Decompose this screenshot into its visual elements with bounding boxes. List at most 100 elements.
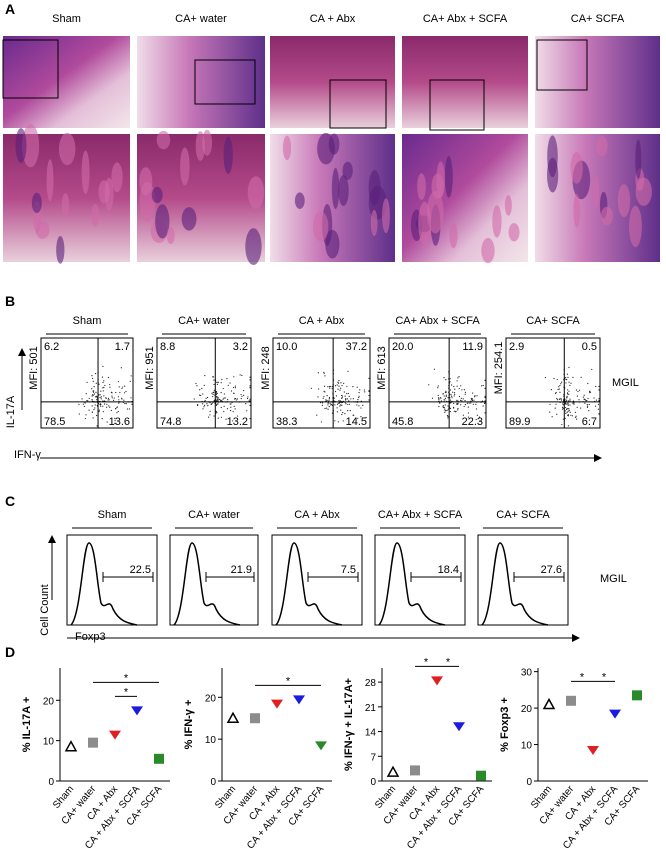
event-dot — [245, 403, 247, 405]
event-dot — [343, 382, 345, 384]
arrow-head — [594, 454, 602, 462]
group-title: CA + Abx — [294, 509, 340, 521]
y-axis-label: % IL-17A + — [21, 697, 33, 753]
crypt — [331, 167, 340, 210]
event-dot — [94, 372, 97, 375]
event-dot — [199, 394, 201, 396]
y-tick-label: 28 — [365, 678, 377, 689]
event-dot — [569, 398, 571, 400]
dot-marker — [542, 697, 556, 710]
event-dot — [111, 392, 113, 394]
group-title: CA+ Abx + SCFA — [423, 13, 508, 25]
event-dot — [217, 403, 219, 405]
event-dot — [95, 382, 97, 384]
crypt — [58, 132, 76, 166]
event-dot — [204, 374, 206, 377]
event-dot — [463, 389, 465, 391]
event-dot — [568, 409, 570, 412]
event-dot — [208, 416, 210, 418]
event-dot — [567, 410, 569, 412]
crypt — [15, 127, 27, 164]
event-dot — [103, 395, 105, 397]
event-dot — [221, 400, 223, 402]
event-dot — [461, 400, 463, 402]
tissue-label: MGIL — [612, 377, 639, 389]
event-dot — [91, 398, 93, 401]
event-dot — [450, 394, 452, 396]
dot-marker — [88, 737, 98, 748]
y-axis-label: % IFN-γ + — [183, 700, 195, 750]
event-dot — [428, 384, 430, 386]
event-dot — [91, 388, 93, 390]
event-dot — [233, 392, 235, 394]
event-dot — [357, 417, 359, 419]
histogram-curve — [378, 542, 446, 626]
event-dot — [236, 415, 239, 417]
event-dot — [341, 413, 343, 416]
event-dot — [445, 391, 447, 393]
event-dot — [468, 402, 470, 404]
crypt — [325, 229, 340, 259]
histogram-plot — [169, 534, 259, 626]
event-dot — [216, 411, 218, 414]
crypt — [596, 135, 608, 157]
crypt — [156, 130, 171, 150]
event-dot — [325, 399, 327, 401]
event-dot — [203, 406, 205, 408]
event-dot — [215, 391, 218, 393]
event-dot — [78, 403, 80, 406]
event-dot — [220, 406, 222, 409]
event-dot — [558, 388, 560, 390]
dot-marker — [293, 695, 305, 705]
event-dot — [362, 404, 364, 407]
event-dot — [460, 397, 462, 399]
zoom-box — [329, 79, 387, 129]
event-dot — [442, 405, 444, 407]
event-dot — [100, 390, 102, 392]
event-dot — [453, 395, 455, 397]
event-dot — [484, 412, 486, 414]
event-dot — [222, 387, 224, 390]
y-tick-label: 20 — [205, 693, 217, 704]
crypt — [294, 192, 305, 209]
event-dot — [93, 390, 95, 392]
event-dot — [456, 399, 458, 401]
event-dot — [96, 425, 98, 427]
event-dot — [567, 400, 570, 402]
event-dot — [566, 373, 569, 375]
event-dot — [131, 403, 133, 405]
event-dot — [212, 395, 214, 398]
crypt — [155, 204, 170, 239]
event-dot — [454, 393, 456, 396]
event-dot — [217, 381, 219, 384]
event-dot — [243, 389, 245, 392]
dot-marker — [109, 730, 121, 740]
event-dot — [102, 387, 104, 389]
event-dot — [249, 418, 251, 420]
event-dot — [445, 379, 447, 381]
histology-image — [137, 36, 265, 128]
crypt — [328, 133, 340, 155]
event-dot — [234, 408, 236, 410]
histology-image — [3, 36, 130, 128]
event-dot — [368, 399, 370, 401]
event-dot — [558, 386, 560, 388]
quadrant-value: 3.2 — [233, 341, 248, 353]
event-dot — [230, 406, 232, 408]
event-dot — [327, 404, 329, 406]
event-dot — [85, 393, 87, 395]
event-dot — [101, 418, 103, 420]
quadrant-value: 2.9 — [509, 341, 524, 353]
event-dot — [348, 395, 350, 397]
event-dot — [580, 376, 582, 378]
event-dot — [120, 367, 122, 369]
event-dot — [342, 420, 344, 422]
event-dot — [322, 397, 324, 399]
y-tick-label: 14 — [365, 728, 377, 739]
event-dot — [447, 417, 449, 419]
y-axis-label: % IFN-γ + IL-17A+ — [343, 678, 355, 771]
event-dot — [566, 392, 569, 394]
event-dot — [575, 389, 578, 391]
event-dot — [569, 404, 571, 406]
